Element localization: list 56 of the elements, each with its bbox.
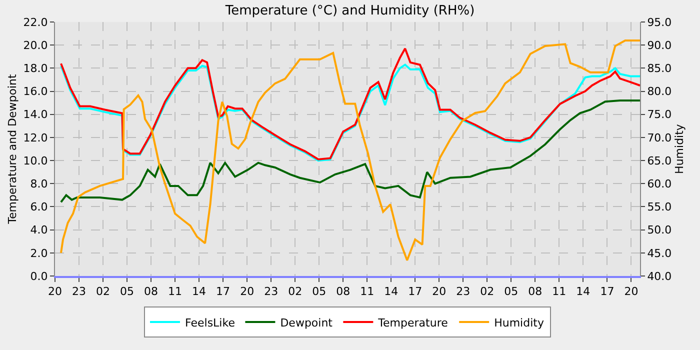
x-tick-label: 14 — [192, 285, 206, 298]
x-tick-label: 05 — [312, 285, 326, 298]
x-tick-label: 23 — [264, 285, 278, 298]
chart-title: Temperature (°C) and Humidity (RH%) — [224, 3, 475, 18]
y2-axis-title: Humidity — [672, 124, 686, 174]
x-tick-label: 14 — [384, 285, 398, 298]
x-tick-label: 05 — [504, 285, 518, 298]
x-tick-label: 11 — [360, 285, 374, 298]
legend-label: Humidity — [494, 316, 544, 330]
y-axis-title: Temperature and Dewpoint — [6, 73, 19, 225]
x-tick-label: 02 — [96, 285, 110, 298]
x-tick-label: 23 — [456, 285, 470, 298]
y-tick-label: 20.0 — [23, 38, 48, 52]
x-tick-label: 20 — [624, 285, 638, 298]
x-tick-label: 05 — [120, 285, 134, 298]
x-tick-label: 20 — [432, 285, 446, 298]
x-tick-label: 20 — [48, 285, 62, 298]
x-tick-label: 17 — [600, 285, 614, 298]
y-tick-label: 16.0 — [23, 85, 48, 98]
y-tick-label: 4.0 — [30, 224, 48, 237]
y2-tick-label: 65.0 — [647, 154, 672, 168]
y2-tick-label: 85.0 — [647, 62, 672, 76]
y-tick-label: 22.0 — [23, 16, 48, 29]
y2-tick-label: 70.0 — [647, 131, 672, 144]
x-tick-label: 11 — [168, 285, 182, 298]
y2-tick-label: 75.0 — [647, 108, 672, 122]
y-tick-label: 10.0 — [23, 154, 48, 168]
y-tick-label: 8.0 — [30, 177, 48, 190]
legend-label: Temperature — [377, 316, 448, 330]
y-tick-label: 2.0 — [30, 246, 48, 260]
y-tick-label: 14.0 — [23, 108, 48, 122]
legend-label: Dewpoint — [280, 316, 334, 330]
x-tick-label: 11 — [552, 285, 566, 298]
y2-tick-label: 95.0 — [647, 16, 672, 29]
x-tick-label: 17 — [408, 285, 422, 298]
x-tick-label: 08 — [336, 285, 350, 298]
x-tick-label: 08 — [144, 285, 158, 298]
y2-tick-label: 80.0 — [647, 85, 672, 98]
x-tick-label: 23 — [72, 285, 86, 298]
y-tick-label: 18.0 — [23, 62, 48, 76]
y2-tick-label: 60.0 — [647, 177, 672, 190]
x-tick-label: 20 — [240, 285, 254, 298]
y2-tick-label: 50.0 — [647, 224, 672, 237]
legend-label: FeelsLike — [185, 316, 236, 330]
y2-tick-label: 45.0 — [647, 246, 672, 260]
y-tick-label: 12.0 — [23, 131, 48, 144]
y-tick-label: 0.0 — [30, 270, 48, 283]
x-tick-label: 08 — [528, 285, 542, 298]
y2-tick-label: 55.0 — [647, 200, 672, 214]
x-tick-label: 17 — [216, 285, 230, 298]
y2-tick-label: 90.0 — [647, 38, 672, 52]
y-tick-label: 6.0 — [30, 200, 48, 214]
y2-tick-label: 40.0 — [647, 270, 672, 283]
x-tick-label: 14 — [576, 285, 590, 298]
x-tick-label: 02 — [288, 285, 302, 298]
x-tick-label: 02 — [480, 285, 494, 298]
